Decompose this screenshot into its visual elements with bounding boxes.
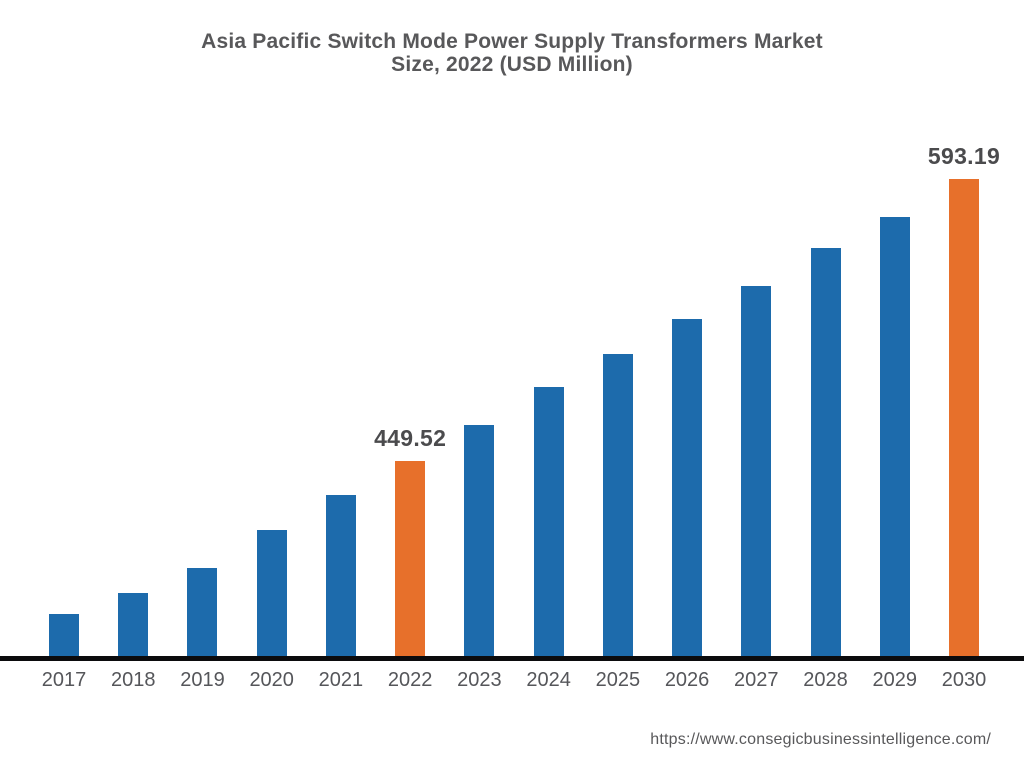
value-label-2030: 593.19 <box>927 143 1001 170</box>
bar-2024 <box>533 387 564 656</box>
x-tick-2030: 2030 <box>941 669 987 691</box>
bar-2023 <box>464 424 495 656</box>
chart-title-line1: Asia Pacific Switch Mode Power Supply Tr… <box>201 30 823 53</box>
x-tick-2022: 2022 <box>387 669 433 691</box>
bar-2017 <box>49 613 79 656</box>
x-tick-2027: 2027 <box>734 669 779 691</box>
bar-2020 <box>256 529 287 656</box>
source-url: https://www.consegicbusinessintelligence… <box>650 731 991 748</box>
bar-2018 <box>118 592 149 656</box>
x-tick-2021: 2021 <box>318 669 364 691</box>
x-tick-2019: 2019 <box>180 669 225 691</box>
bar-2028 <box>810 248 841 656</box>
chart-title-line2: Size, 2022 (USD Million) <box>391 53 633 76</box>
x-tick-2020: 2020 <box>249 669 294 691</box>
x-tick-2025: 2025 <box>595 669 641 691</box>
x-tick-2029: 2029 <box>872 669 918 691</box>
bar-2030 <box>948 179 979 656</box>
x-tick-2023: 2023 <box>457 669 502 691</box>
x-tick-2017: 2017 <box>41 669 87 691</box>
bar-2029 <box>879 217 910 656</box>
value-label-2022: 449.52 <box>374 424 447 451</box>
bar-2022 <box>395 460 426 656</box>
bar-2021 <box>325 494 356 656</box>
bar-2025 <box>602 354 633 656</box>
chart-title: Asia Pacific Switch Mode Power Supply Tr… <box>0 30 1024 76</box>
x-tick-2018: 2018 <box>110 669 156 691</box>
bar-2026 <box>672 319 703 656</box>
bar-2019 <box>187 567 218 656</box>
bar-2027 <box>741 286 772 656</box>
x-axis-line <box>0 656 1024 661</box>
x-tick-2024: 2024 <box>526 669 571 691</box>
x-tick-2028: 2028 <box>803 669 848 691</box>
x-tick-2026: 2026 <box>664 669 710 691</box>
